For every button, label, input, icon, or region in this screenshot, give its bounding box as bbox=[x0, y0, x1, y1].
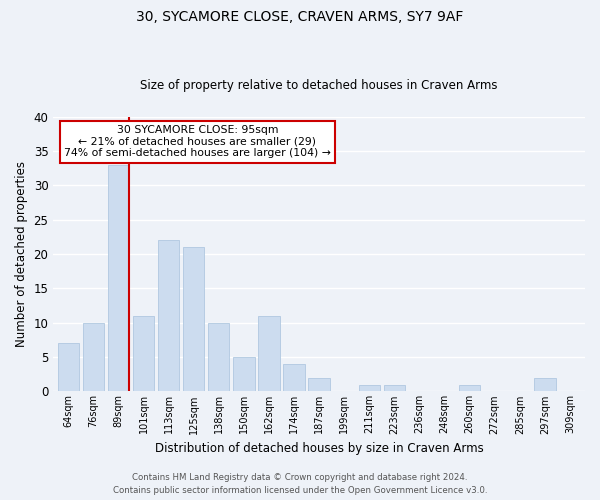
Bar bbox=[459, 384, 480, 392]
Bar bbox=[359, 384, 380, 392]
Text: Contains HM Land Registry data © Crown copyright and database right 2024.
Contai: Contains HM Land Registry data © Crown c… bbox=[113, 474, 487, 495]
Text: 30, SYCAMORE CLOSE, CRAVEN ARMS, SY7 9AF: 30, SYCAMORE CLOSE, CRAVEN ARMS, SY7 9AF bbox=[136, 10, 464, 24]
Bar bbox=[208, 322, 229, 392]
Bar bbox=[108, 165, 129, 392]
Bar bbox=[58, 344, 79, 392]
Bar bbox=[133, 316, 154, 392]
Bar bbox=[83, 322, 104, 392]
Bar bbox=[308, 378, 330, 392]
Y-axis label: Number of detached properties: Number of detached properties bbox=[15, 161, 28, 347]
Bar bbox=[259, 316, 280, 392]
Bar bbox=[283, 364, 305, 392]
X-axis label: Distribution of detached houses by size in Craven Arms: Distribution of detached houses by size … bbox=[155, 442, 484, 455]
Bar bbox=[158, 240, 179, 392]
Bar bbox=[384, 384, 405, 392]
Bar bbox=[233, 357, 254, 392]
Bar bbox=[183, 247, 205, 392]
Text: 30 SYCAMORE CLOSE: 95sqm
← 21% of detached houses are smaller (29)
74% of semi-d: 30 SYCAMORE CLOSE: 95sqm ← 21% of detach… bbox=[64, 125, 331, 158]
Bar bbox=[534, 378, 556, 392]
Title: Size of property relative to detached houses in Craven Arms: Size of property relative to detached ho… bbox=[140, 79, 498, 92]
